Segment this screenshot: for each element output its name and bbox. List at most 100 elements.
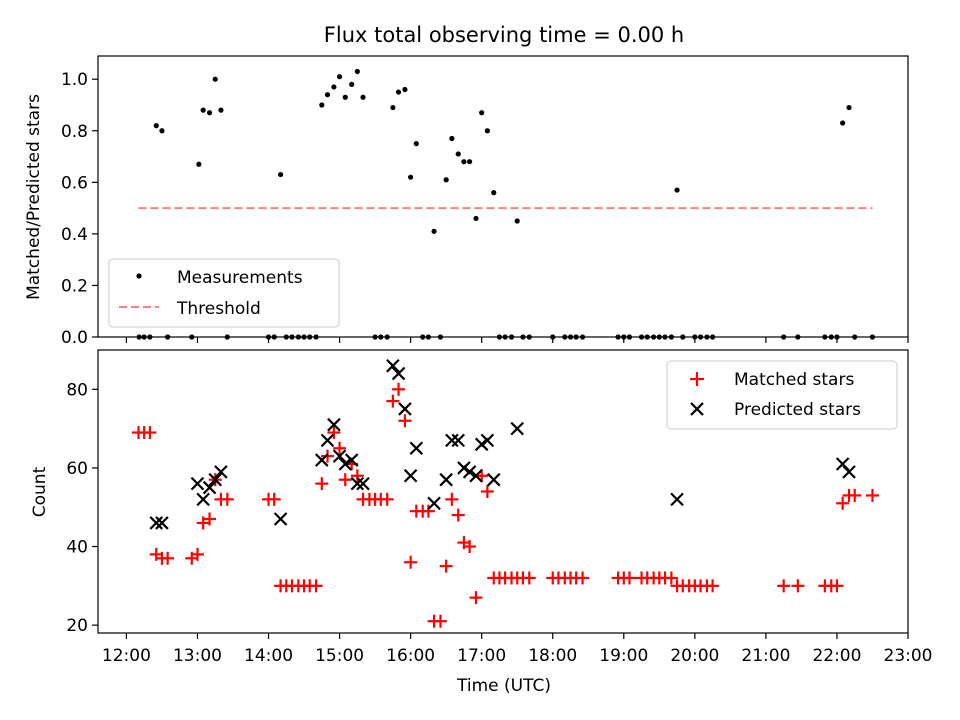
predicted-star-point bbox=[338, 457, 353, 471]
top-chart-title: Flux total observing time = 0.00 h bbox=[324, 23, 684, 47]
measurement-point bbox=[319, 102, 325, 108]
predicted-star-point bbox=[149, 516, 164, 530]
predicted-star-point bbox=[842, 465, 856, 479]
bottom-x-tick-label: 21:00 bbox=[741, 646, 790, 666]
predicted-star-point bbox=[474, 437, 489, 452]
measurement-point bbox=[846, 104, 852, 111]
top-plot-area bbox=[136, 68, 876, 340]
bottom-x-tick-label: 22:00 bbox=[812, 646, 861, 666]
predicted-star-point bbox=[409, 441, 424, 456]
predicted-star-point bbox=[439, 472, 453, 487]
matched-star-point bbox=[865, 488, 879, 502]
measurement-point bbox=[443, 177, 449, 183]
matched-star-point bbox=[327, 426, 341, 440]
top-panel: Flux total observing time = 0.00 h 0.00.… bbox=[24, 23, 909, 348]
matched-star-point bbox=[445, 492, 459, 506]
predicted-star-point bbox=[398, 402, 412, 416]
predicted-star-point bbox=[480, 433, 495, 448]
matched-star-point bbox=[848, 488, 862, 502]
predicted-star-point bbox=[327, 417, 341, 432]
matched-star-point bbox=[433, 614, 447, 628]
measurement-point bbox=[514, 218, 520, 224]
legend-marker-measurements bbox=[136, 273, 142, 279]
measurement-point bbox=[473, 215, 479, 222]
matched-star-point bbox=[463, 540, 477, 554]
measurement-point bbox=[479, 110, 485, 116]
matched-star-point bbox=[791, 579, 805, 593]
top-axes-frame bbox=[97, 55, 909, 338]
top-y-tick-label: 0.0 bbox=[61, 328, 88, 348]
matched-star-point bbox=[404, 555, 418, 569]
predicted-star-point bbox=[190, 476, 205, 491]
predicted-star-point bbox=[350, 476, 365, 491]
bottom-x-tick-label: 16:00 bbox=[386, 646, 435, 666]
top-y-tick-label: 0.8 bbox=[61, 122, 88, 142]
measurement-point bbox=[455, 151, 461, 157]
bottom-y-axis-label: Count bbox=[30, 466, 50, 517]
top-y-ticks: 0.0 0.2 0.4 0.6 0.8 1.0 bbox=[61, 70, 98, 348]
measurement-point bbox=[196, 161, 202, 167]
measurement-point bbox=[461, 159, 467, 165]
predicted-star-point bbox=[462, 465, 477, 479]
matched-star-point bbox=[522, 571, 536, 585]
matched-star-point bbox=[143, 426, 157, 440]
measurement-point bbox=[331, 84, 337, 90]
bottom-x-tick-label: 13:00 bbox=[173, 646, 222, 666]
predicted-star-point bbox=[202, 480, 217, 495]
predicted-star-point bbox=[208, 472, 223, 487]
measurement-point bbox=[491, 190, 497, 196]
predicted-star-point bbox=[451, 433, 466, 448]
matched-star-point bbox=[777, 579, 791, 593]
measurement-point bbox=[336, 74, 343, 80]
measurement-point bbox=[449, 135, 455, 142]
bottom-x-tick-label: 15:00 bbox=[315, 646, 364, 666]
bottom-x-tick-label: 18:00 bbox=[528, 646, 577, 666]
bottom-legend: Matched stars Predicted stars bbox=[666, 360, 898, 430]
predicted-star-point bbox=[510, 421, 524, 436]
bottom-y-tick-label: 40 bbox=[66, 538, 88, 558]
measurement-point bbox=[431, 228, 437, 234]
measurement-point bbox=[402, 86, 408, 93]
matched-star-point bbox=[333, 441, 347, 455]
predicted-star-point bbox=[469, 468, 483, 483]
predicted-star-point bbox=[356, 476, 370, 491]
predicted-star-point bbox=[196, 492, 210, 507]
bottom-x-tick-label: 19:00 bbox=[599, 646, 648, 666]
matched-star-point bbox=[267, 492, 281, 506]
bottom-y-tick-label: 80 bbox=[66, 380, 88, 400]
measurement-point bbox=[413, 141, 419, 147]
measurement-point bbox=[467, 159, 473, 165]
legend-label-threshold: Threshold bbox=[176, 299, 261, 319]
top-x-ticks bbox=[125, 337, 909, 343]
matched-star-point bbox=[190, 547, 204, 561]
measurement-point bbox=[390, 104, 396, 111]
matched-star-point bbox=[380, 492, 394, 506]
matched-star-point bbox=[315, 477, 329, 491]
bottom-x-axis-label: Time (UTC) bbox=[456, 676, 551, 696]
matched-star-point bbox=[350, 469, 364, 483]
bottom-x-tick-label: 20:00 bbox=[670, 646, 719, 666]
matched-star-point bbox=[386, 394, 400, 408]
bottom-x-tick-label: 23:00 bbox=[884, 646, 933, 666]
top-legend-box bbox=[108, 258, 340, 328]
matched-star-point bbox=[622, 571, 636, 585]
measurement-point bbox=[484, 128, 490, 134]
matched-star-point bbox=[321, 449, 334, 463]
bottom-axes-frame bbox=[97, 349, 909, 634]
matched-star-point bbox=[309, 579, 323, 593]
bottom-y-tick-label: 60 bbox=[66, 459, 88, 479]
matched-star-point bbox=[439, 559, 453, 573]
measurement-point bbox=[674, 187, 680, 193]
predicted-star-point bbox=[155, 516, 169, 530]
legend-label-matched-stars: Matched stars bbox=[734, 370, 854, 390]
measurement-point bbox=[395, 89, 402, 95]
predicted-star-point bbox=[457, 461, 471, 475]
matched-star-point bbox=[451, 508, 465, 522]
measurement-point bbox=[212, 76, 218, 82]
matched-star-point bbox=[836, 496, 850, 510]
matched-star-point bbox=[203, 512, 217, 526]
predicted-star-point bbox=[427, 496, 441, 511]
predicted-star-point bbox=[344, 453, 359, 467]
predicted-star-point bbox=[486, 472, 501, 487]
